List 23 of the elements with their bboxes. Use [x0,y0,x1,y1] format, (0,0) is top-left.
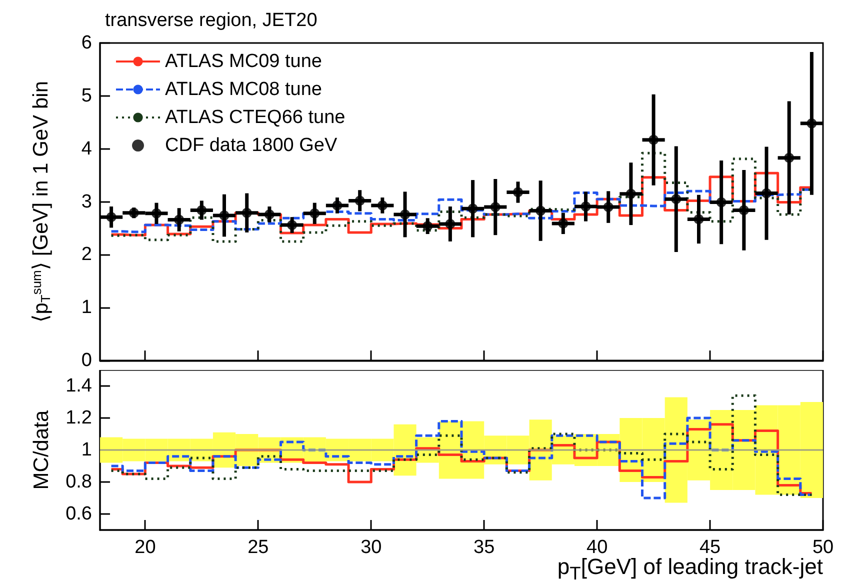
y-tick-label: 0.6 [66,504,92,524]
y-tick-label: 3 [81,191,92,212]
y-axis-title: ⟨pTsum⟩ [GeV] in 1 GeV bin [29,81,53,322]
legend-label: ATLAS CTEQ66 tune [165,107,346,128]
y-axis-title: MC/data [30,410,53,490]
y-tick-label: 4 [81,138,92,160]
y-tick-label: 2 [81,244,92,266]
y-tick-label: 1 [81,440,92,460]
x-tick-label: 30 [360,537,382,558]
y-tick-label: 5 [81,85,92,106]
x-tick-label: 20 [134,537,156,558]
x-tick-label: 25 [248,537,269,558]
chart-title: transverse region, JET20 [105,10,318,31]
legend-label: CDF data 1800 GeV [165,135,338,156]
legend-label: ATLAS MC08 tune [165,79,322,100]
y-tick-label: 0 [81,350,92,371]
y-tick-label: 1 [81,297,92,318]
y-tick-label: 1.2 [66,408,92,428]
legend-label: ATLAS MC09 tune [165,51,322,72]
x-tick-label: 35 [474,537,495,558]
y-tick-label: 6 [81,32,92,54]
y-tick-label: 1.4 [66,376,92,396]
y-tick-label: 0.8 [66,472,92,492]
